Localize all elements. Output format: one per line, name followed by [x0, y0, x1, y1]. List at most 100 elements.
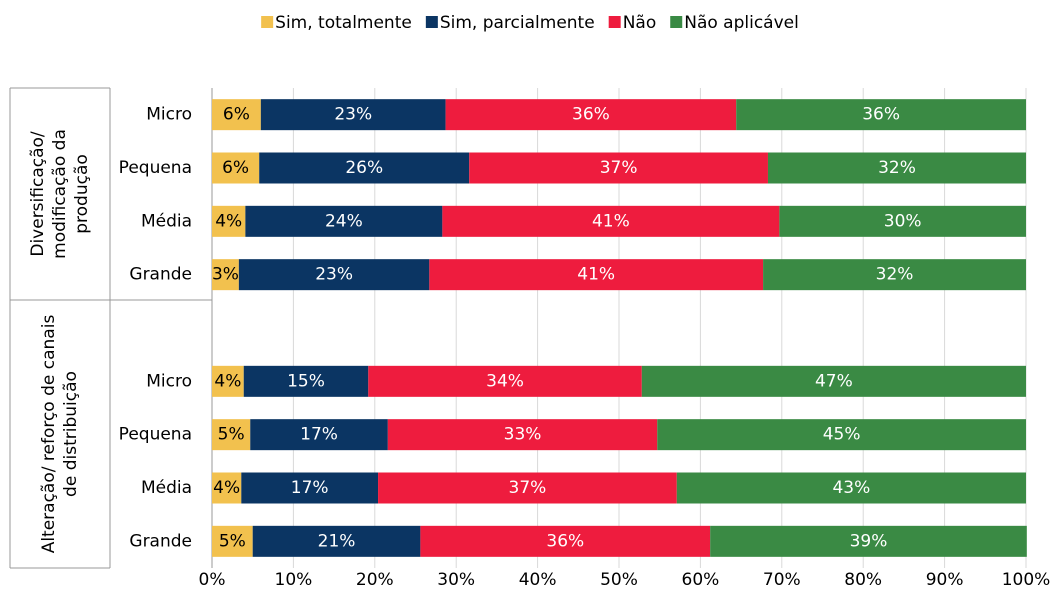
bar-segment — [420, 525, 711, 557]
legend-item: Não aplicável — [670, 13, 799, 33]
y-tick-label: Grande — [129, 531, 192, 551]
data-label: 26% — [345, 158, 383, 178]
bar-segment — [245, 205, 443, 237]
x-tick-label: 70% — [763, 570, 801, 590]
data-label: 36% — [546, 531, 584, 551]
legend-label: Sim, parcialmente — [440, 13, 595, 33]
bar-segment — [212, 152, 260, 184]
bar-segment — [442, 205, 780, 237]
bar-segment — [779, 205, 1026, 237]
bar-segment — [212, 99, 261, 131]
y-tick-label: Micro — [146, 371, 192, 391]
bar-segment — [212, 365, 244, 397]
group-label: produção — [72, 154, 92, 234]
y-tick-label: Pequena — [119, 425, 192, 445]
legend-item: Sim, parcialmente — [425, 13, 595, 33]
bar-segment — [767, 152, 1026, 184]
bar-segment — [238, 259, 430, 291]
legend-label: Não — [623, 13, 657, 33]
data-label: 37% — [600, 158, 638, 178]
bar-segment — [212, 472, 242, 504]
data-label: 15% — [287, 371, 325, 391]
bar-segment — [469, 152, 768, 184]
data-label: 33% — [504, 425, 542, 445]
data-label: 45% — [823, 425, 861, 445]
data-label: 24% — [325, 211, 363, 231]
data-label: 17% — [291, 478, 329, 498]
data-label: 23% — [334, 105, 372, 125]
legend-label: Sim, totalmente — [275, 13, 412, 33]
bar-segment — [429, 259, 764, 291]
legend-swatch — [425, 16, 438, 28]
x-tick-label: 90% — [926, 570, 964, 590]
bar-segment — [387, 419, 658, 451]
data-label: 4% — [215, 211, 242, 231]
bar-segment — [252, 525, 421, 557]
bar-segment — [710, 525, 1027, 557]
x-tick-label: 0% — [199, 570, 226, 590]
bar-segment — [212, 525, 253, 557]
group-label: de distribuição — [61, 371, 81, 497]
bar-segment — [259, 152, 470, 184]
group-label: Diversificação/ — [28, 131, 48, 257]
data-label: 23% — [315, 265, 353, 285]
y-tick-label: Média — [141, 478, 192, 498]
data-label: 37% — [509, 478, 547, 498]
data-label: 5% — [219, 531, 246, 551]
bar-segment — [243, 365, 369, 397]
data-label: 41% — [592, 211, 630, 231]
bar-segment — [445, 99, 737, 131]
bar-segment — [212, 419, 251, 451]
y-tick-label: Pequena — [119, 158, 192, 178]
data-label: 30% — [884, 211, 922, 231]
data-label: 21% — [318, 531, 356, 551]
legend: Sim, totalmente Sim, parcialmente Não Não a… — [261, 13, 799, 33]
data-label: 32% — [878, 158, 916, 178]
data-label: 43% — [832, 478, 870, 498]
bar-segment — [763, 259, 1026, 291]
data-label: 6% — [222, 158, 249, 178]
legend-item: Sim, totalmente — [261, 13, 412, 33]
legend-label: Não aplicável — [684, 13, 799, 33]
data-label: 32% — [876, 265, 914, 285]
data-label: 5% — [218, 425, 245, 445]
group-label: Alteração/ reforço de canais — [39, 315, 59, 554]
y-tick-label: Micro — [146, 105, 192, 125]
bar-segment — [676, 472, 1026, 504]
x-tick-label: 80% — [844, 570, 882, 590]
legend-item: Não — [608, 13, 657, 33]
bar-segment — [241, 472, 379, 504]
data-label: 4% — [214, 371, 241, 391]
legend-swatch — [608, 16, 621, 28]
bar-segment — [260, 99, 446, 131]
data-label: 47% — [815, 371, 853, 391]
bar-segment — [212, 259, 239, 291]
x-tick-label: 10% — [275, 570, 313, 590]
data-label: 41% — [577, 265, 615, 285]
bar-segment — [378, 472, 677, 504]
x-tick-label: 50% — [600, 570, 638, 590]
bar-segment — [657, 419, 1026, 451]
x-tick-label: 60% — [682, 570, 720, 590]
x-tick-label: 30% — [437, 570, 475, 590]
x-tick-label: 40% — [519, 570, 557, 590]
y-tick-label: Média — [141, 211, 192, 231]
group-label: modificação da — [50, 129, 70, 259]
data-label: 3% — [212, 265, 239, 285]
data-label: 17% — [300, 425, 338, 445]
x-tick-label: 100% — [1002, 570, 1051, 590]
bar-segment — [250, 419, 388, 451]
data-label: 4% — [213, 478, 240, 498]
data-label: 39% — [850, 531, 888, 551]
bar-segment — [736, 99, 1026, 131]
data-label: 6% — [223, 105, 250, 125]
legend-swatch — [670, 16, 683, 28]
data-label: 36% — [862, 105, 900, 125]
bar-segment — [641, 365, 1026, 397]
data-label: 34% — [486, 371, 524, 391]
bar-segment — [212, 205, 246, 237]
legend-swatch — [261, 16, 274, 28]
bar-segment — [368, 365, 642, 397]
data-label: 36% — [572, 105, 610, 125]
